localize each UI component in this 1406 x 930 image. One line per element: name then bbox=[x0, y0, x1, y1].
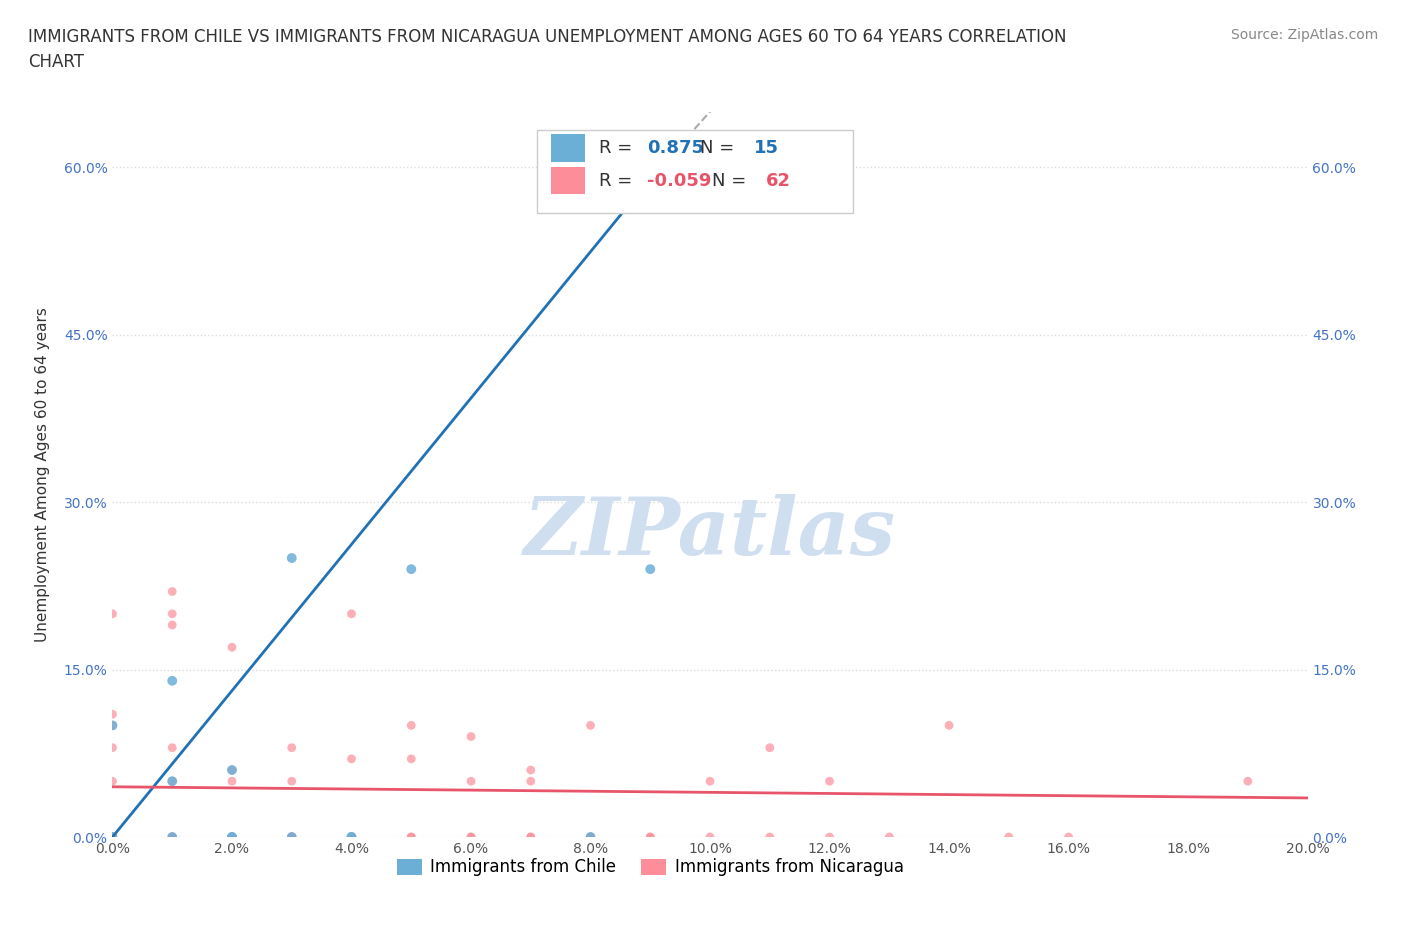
Point bbox=[162, 673, 183, 688]
Point bbox=[221, 830, 243, 844]
Point bbox=[340, 830, 363, 844]
Point bbox=[818, 774, 841, 789]
Point bbox=[221, 763, 243, 777]
Point bbox=[281, 551, 304, 565]
Text: Source: ZipAtlas.com: Source: ZipAtlas.com bbox=[1230, 28, 1378, 42]
Point bbox=[579, 718, 602, 733]
Point bbox=[579, 830, 602, 844]
Point bbox=[101, 830, 124, 844]
Text: R =: R = bbox=[599, 171, 638, 190]
Point bbox=[162, 830, 183, 844]
Text: R =: R = bbox=[599, 139, 638, 157]
Point bbox=[460, 729, 482, 744]
Point bbox=[162, 830, 183, 844]
Text: ZIPatlas: ZIPatlas bbox=[524, 494, 896, 571]
Point bbox=[520, 763, 543, 777]
Point bbox=[460, 774, 482, 789]
Point bbox=[221, 830, 243, 844]
Point bbox=[221, 830, 243, 844]
Text: 15: 15 bbox=[754, 139, 779, 157]
Point bbox=[221, 763, 243, 777]
Text: 62: 62 bbox=[766, 171, 792, 190]
Point bbox=[759, 830, 782, 844]
Point bbox=[221, 774, 243, 789]
Point bbox=[281, 830, 304, 844]
Point bbox=[162, 584, 183, 599]
Point bbox=[162, 830, 183, 844]
Point bbox=[520, 830, 543, 844]
Point bbox=[460, 830, 482, 844]
Point bbox=[340, 751, 363, 766]
Point bbox=[162, 774, 183, 789]
Point bbox=[162, 774, 183, 789]
Point bbox=[281, 774, 304, 789]
Point bbox=[162, 618, 183, 632]
Point bbox=[998, 830, 1021, 844]
Point bbox=[101, 740, 124, 755]
Point bbox=[101, 830, 124, 844]
Point bbox=[699, 774, 721, 789]
Point bbox=[101, 718, 124, 733]
Point bbox=[162, 606, 183, 621]
Point bbox=[579, 830, 602, 844]
Text: -0.059: -0.059 bbox=[647, 171, 711, 190]
Point bbox=[340, 830, 363, 844]
Legend: Immigrants from Chile, Immigrants from Nicaragua: Immigrants from Chile, Immigrants from N… bbox=[391, 852, 910, 883]
Point bbox=[401, 562, 423, 577]
Point bbox=[640, 830, 662, 844]
Point bbox=[101, 830, 124, 844]
Point bbox=[818, 830, 841, 844]
Text: 0.875: 0.875 bbox=[647, 139, 703, 157]
FancyBboxPatch shape bbox=[551, 166, 585, 194]
Point bbox=[221, 830, 243, 844]
Point bbox=[1237, 774, 1260, 789]
Point bbox=[938, 718, 960, 733]
Point bbox=[221, 830, 243, 844]
Point bbox=[460, 830, 482, 844]
Point bbox=[401, 830, 423, 844]
FancyBboxPatch shape bbox=[551, 134, 585, 162]
Text: N =: N = bbox=[700, 139, 741, 157]
Point bbox=[401, 751, 423, 766]
Point bbox=[281, 830, 304, 844]
Point bbox=[699, 830, 721, 844]
Point bbox=[879, 830, 901, 844]
Point bbox=[401, 718, 423, 733]
Point bbox=[1057, 830, 1080, 844]
Point bbox=[101, 606, 124, 621]
Point bbox=[340, 830, 363, 844]
Point bbox=[101, 718, 124, 733]
Point bbox=[640, 830, 662, 844]
Point bbox=[579, 830, 602, 844]
Point bbox=[640, 562, 662, 577]
Point bbox=[340, 830, 363, 844]
Point bbox=[101, 774, 124, 789]
Point bbox=[101, 830, 124, 844]
Point bbox=[101, 830, 124, 844]
Point bbox=[759, 740, 782, 755]
Point bbox=[281, 830, 304, 844]
Point bbox=[162, 740, 183, 755]
Point bbox=[340, 606, 363, 621]
Point bbox=[281, 830, 304, 844]
Text: IMMIGRANTS FROM CHILE VS IMMIGRANTS FROM NICARAGUA UNEMPLOYMENT AMONG AGES 60 TO: IMMIGRANTS FROM CHILE VS IMMIGRANTS FROM… bbox=[28, 28, 1067, 71]
Text: N =: N = bbox=[713, 171, 752, 190]
Point bbox=[520, 830, 543, 844]
Point bbox=[101, 830, 124, 844]
Point bbox=[520, 774, 543, 789]
Y-axis label: Unemployment Among Ages 60 to 64 years: Unemployment Among Ages 60 to 64 years bbox=[35, 307, 49, 642]
FancyBboxPatch shape bbox=[537, 130, 853, 213]
Point bbox=[162, 830, 183, 844]
Point bbox=[101, 707, 124, 722]
Point bbox=[281, 740, 304, 755]
Point bbox=[101, 830, 124, 844]
Point bbox=[221, 640, 243, 655]
Point bbox=[401, 830, 423, 844]
